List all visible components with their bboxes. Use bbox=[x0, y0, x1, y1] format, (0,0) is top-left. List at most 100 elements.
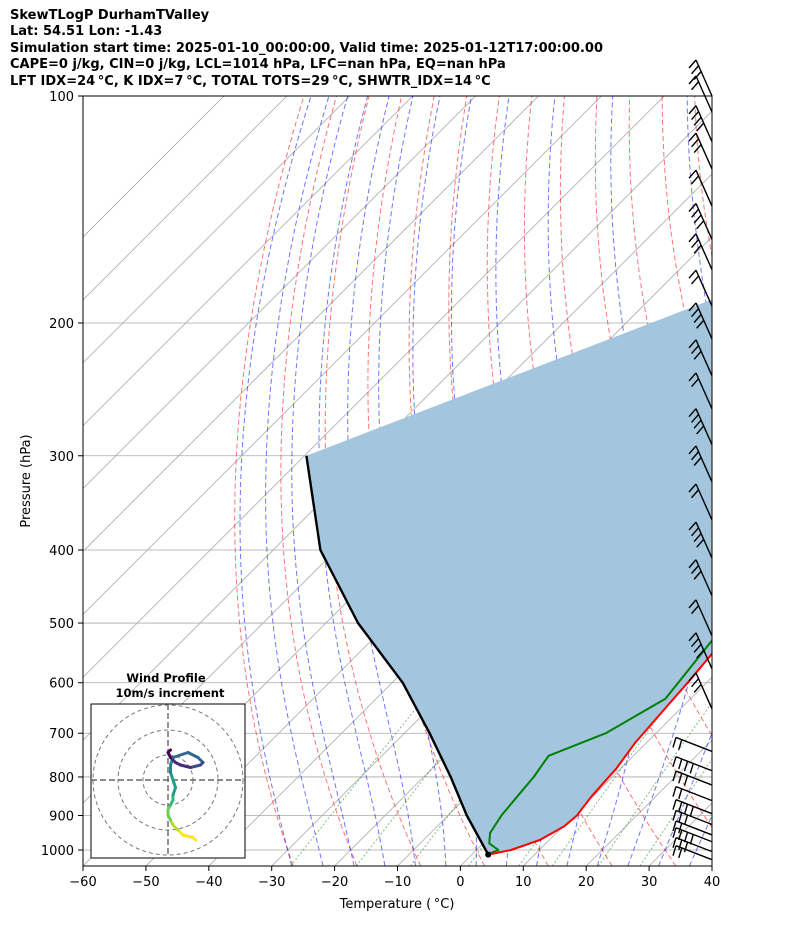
barb-shaft bbox=[695, 132, 713, 170]
moist-adiabat bbox=[752, 96, 794, 866]
moist-adiabat bbox=[720, 96, 794, 866]
barb-flag bbox=[672, 786, 677, 797]
time-line: Simulation start time: 2025-01-10_00:00:… bbox=[10, 40, 603, 56]
y-tick-label: 800 bbox=[49, 771, 74, 786]
barb-flag bbox=[688, 105, 697, 115]
wind-barb bbox=[688, 203, 713, 240]
wind-barb bbox=[688, 339, 713, 377]
barb-flag bbox=[693, 457, 702, 466]
barb-shaft bbox=[675, 799, 713, 815]
barb-flag bbox=[688, 672, 697, 682]
barb-flag bbox=[672, 799, 677, 810]
wind-barb bbox=[672, 809, 713, 826]
barb-flag bbox=[691, 451, 700, 461]
barb-flag bbox=[691, 81, 700, 91]
wind-barbs bbox=[672, 59, 713, 861]
barb-flag bbox=[691, 638, 700, 648]
wind-barb bbox=[688, 521, 713, 559]
indices-line: LFT IDX=24 °C, K IDX=7 °C, TOTAL TOTS=29… bbox=[10, 73, 491, 89]
wind-barb bbox=[672, 785, 713, 802]
y-axis-label: Pressure (hPa) bbox=[19, 434, 34, 527]
barb-shaft bbox=[695, 269, 713, 307]
barb-shaft bbox=[695, 105, 713, 143]
y-tick-label: 900 bbox=[49, 810, 74, 825]
barb-flag bbox=[691, 678, 700, 688]
barb-flag bbox=[691, 111, 700, 120]
barb-flag bbox=[693, 244, 702, 254]
wind-profile-inset: Wind Profile 10m/s increment bbox=[90, 671, 246, 859]
barb-flag bbox=[693, 419, 702, 429]
barb-flag bbox=[683, 841, 689, 853]
barb-flag bbox=[691, 239, 700, 248]
wind-barb bbox=[688, 408, 713, 445]
wind-barb bbox=[688, 132, 713, 170]
isotherm-gridline bbox=[711, 865, 712, 866]
barb-flag bbox=[691, 565, 700, 574]
barb-flag bbox=[696, 122, 705, 132]
barb-flag bbox=[691, 378, 700, 388]
chart-title: SkewTLogP DurhamTValley bbox=[10, 8, 210, 23]
wind-barb bbox=[688, 559, 713, 597]
barb-flag bbox=[672, 845, 677, 856]
barb-flag bbox=[678, 822, 683, 834]
wind-barb bbox=[672, 799, 713, 817]
x-tick-label: −20 bbox=[321, 875, 348, 890]
barb-flag bbox=[683, 814, 689, 826]
barb-flag bbox=[688, 132, 697, 142]
barb-flag bbox=[672, 837, 677, 848]
y-tick-label: 700 bbox=[49, 727, 74, 742]
barb-flag bbox=[691, 208, 700, 218]
profile-lines bbox=[305, 455, 712, 858]
moist-adiabat bbox=[265, 96, 330, 866]
wind-barb bbox=[672, 837, 713, 853]
dewpoint-line bbox=[486, 638, 712, 856]
barb-flag bbox=[678, 758, 683, 770]
barb-flag bbox=[672, 737, 677, 748]
barb-flag bbox=[691, 175, 700, 185]
isotherm-gridline bbox=[83, 96, 413, 427]
hodograph-segment bbox=[186, 751, 200, 759]
barb-shaft bbox=[675, 845, 713, 861]
wind-barb bbox=[688, 233, 713, 271]
moist-adiabat bbox=[291, 96, 355, 866]
moist-adiabat bbox=[239, 96, 312, 866]
barb-flag bbox=[683, 761, 689, 772]
barb-flag bbox=[691, 605, 700, 615]
moist-adiabat bbox=[627, 96, 712, 866]
barb-flag bbox=[688, 59, 697, 69]
barb-flag bbox=[691, 65, 700, 75]
barb-flag bbox=[691, 345, 700, 355]
inset-subtitle: 10m/s increment bbox=[116, 686, 225, 700]
barb-flag bbox=[693, 570, 702, 580]
lcl-marker bbox=[485, 851, 492, 858]
dry-adiabat bbox=[280, 96, 358, 866]
wind-barb bbox=[672, 770, 713, 786]
barb-flag bbox=[688, 483, 697, 493]
wind-barb bbox=[688, 445, 713, 483]
barb-shaft bbox=[695, 59, 713, 97]
wind-barb bbox=[688, 599, 713, 637]
wind-barb bbox=[688, 302, 713, 340]
isotherm-gridline bbox=[83, 96, 665, 678]
barb-flag bbox=[688, 169, 697, 179]
isotherm-gridline bbox=[83, 96, 288, 301]
barb-shaft bbox=[675, 756, 713, 772]
barb-flag bbox=[689, 834, 694, 845]
barb-flag bbox=[696, 220, 705, 230]
mixing-ratio-line bbox=[639, 758, 712, 866]
barb-flag bbox=[683, 775, 689, 786]
barb-flag bbox=[696, 425, 705, 435]
barb-flag bbox=[688, 559, 697, 569]
wind-barb bbox=[688, 59, 713, 97]
barb-flag bbox=[672, 756, 677, 767]
y-tick-label: 100 bbox=[49, 90, 74, 105]
barb-flag bbox=[691, 275, 700, 285]
barb-flag bbox=[693, 350, 702, 360]
barb-flag bbox=[683, 832, 689, 843]
barb-flag bbox=[688, 302, 697, 312]
inset-title: Wind Profile bbox=[126, 671, 206, 685]
x-axis-ticks: −60 −50 −40 −30 −20 −10 0 10 20 30 40 bbox=[69, 866, 720, 890]
wind-barb bbox=[688, 75, 713, 113]
wind-barb bbox=[688, 632, 713, 670]
